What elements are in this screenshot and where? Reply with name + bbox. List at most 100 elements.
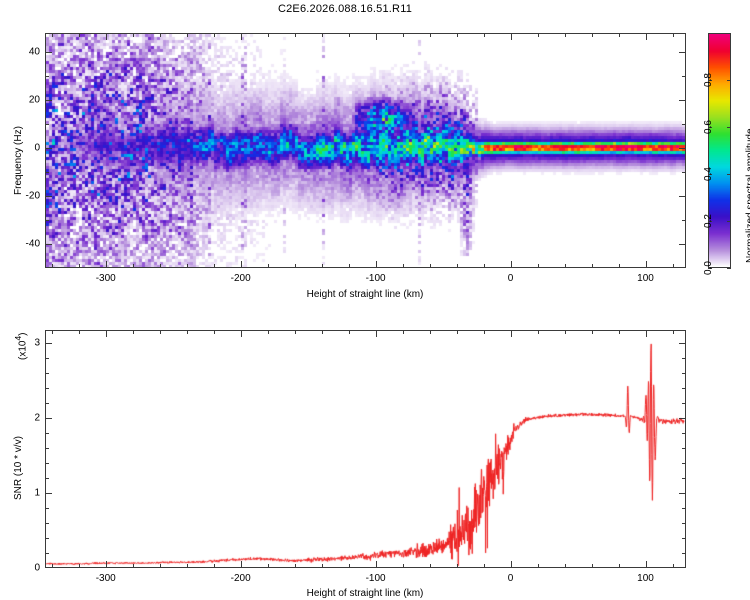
axis-tick — [511, 33, 512, 40]
axis-tick — [349, 264, 350, 268]
axis-tick — [133, 33, 134, 37]
spectrogram-panel — [45, 33, 686, 268]
axis-tick — [349, 564, 350, 568]
axis-tick — [457, 33, 458, 37]
axis-tick — [679, 52, 686, 53]
axis-tick — [403, 264, 404, 268]
colorbar-tick — [708, 221, 712, 222]
axis-tick — [682, 358, 686, 359]
axis-tick — [322, 330, 323, 334]
x-tick-label: -300 — [95, 573, 116, 584]
axis-tick — [214, 264, 215, 268]
axis-tick — [160, 330, 161, 334]
x-tick-label: 100 — [637, 273, 654, 284]
axis-tick — [106, 330, 107, 337]
axis-tick — [484, 564, 485, 568]
axis-tick — [682, 373, 686, 374]
axis-tick — [45, 244, 52, 245]
axis-tick — [682, 523, 686, 524]
axis-tick — [52, 264, 53, 268]
axis-tick — [679, 100, 686, 101]
axis-tick — [592, 564, 593, 568]
axis-tick — [682, 478, 686, 479]
axis-tick — [45, 433, 49, 434]
spectrogram-image — [46, 34, 685, 267]
axis-tick — [619, 33, 620, 37]
axis-tick — [45, 508, 49, 509]
snr-x-axis-title: Height of straight line (km) — [306, 588, 424, 599]
axis-tick — [214, 330, 215, 334]
axis-tick — [295, 33, 296, 37]
axis-tick — [673, 33, 674, 37]
axis-tick — [45, 388, 49, 389]
axis-tick — [187, 33, 188, 37]
axis-tick — [45, 373, 49, 374]
colorbar-title: Normalized spectral amplitude — [745, 128, 750, 263]
axis-tick — [52, 330, 53, 334]
axis-tick — [682, 553, 686, 554]
axis-tick — [79, 330, 80, 334]
axis-tick — [106, 33, 107, 40]
colorbar-tick — [727, 80, 731, 81]
axis-tick — [295, 330, 296, 334]
axis-tick — [646, 561, 647, 568]
axis-tick — [457, 564, 458, 568]
y-tick-label: -20 — [25, 190, 40, 202]
axis-tick — [376, 261, 377, 268]
x-tick-label: -100 — [365, 573, 386, 584]
axis-tick — [45, 403, 49, 404]
axis-tick — [187, 264, 188, 268]
axis-tick — [682, 463, 686, 464]
colorbar-tick — [708, 268, 712, 269]
axis-tick — [45, 358, 49, 359]
axis-tick — [45, 220, 49, 221]
axis-tick — [45, 148, 52, 149]
x-tick-label: -200 — [230, 573, 251, 584]
axis-tick — [538, 330, 539, 334]
x-tick-label: 100 — [637, 573, 654, 584]
axis-tick — [679, 244, 686, 245]
y-tick-label: 3 — [34, 337, 40, 349]
spectrogram-y-axis-title: Frequency (Hz) — [13, 126, 24, 195]
axis-tick — [430, 33, 431, 37]
axis-tick — [682, 508, 686, 509]
y-tick-label: 20 — [28, 94, 40, 106]
colorbar-tick — [708, 127, 712, 128]
axis-tick — [45, 52, 52, 53]
y-tick-label: 2 — [34, 412, 40, 424]
axis-tick — [682, 448, 686, 449]
snr-exponent-suffix: ) — [17, 332, 29, 336]
axis-tick — [484, 264, 485, 268]
axis-tick — [592, 264, 593, 268]
axis-tick — [646, 261, 647, 268]
axis-tick — [133, 564, 134, 568]
axis-tick — [484, 33, 485, 37]
axis-tick — [646, 33, 647, 40]
axis-tick — [45, 553, 49, 554]
colorbar-tick-label: 0.8 — [703, 73, 714, 87]
axis-tick — [511, 330, 512, 337]
axis-tick — [619, 330, 620, 334]
axis-tick — [322, 264, 323, 268]
axis-tick — [241, 261, 242, 268]
axis-tick — [565, 33, 566, 37]
axis-tick — [646, 330, 647, 337]
axis-tick — [268, 330, 269, 334]
axis-tick — [682, 76, 686, 77]
axis-tick — [430, 564, 431, 568]
axis-tick — [241, 561, 242, 568]
axis-tick — [682, 172, 686, 173]
axis-tick — [619, 264, 620, 268]
x-tick-label: -200 — [230, 273, 251, 284]
axis-tick — [187, 564, 188, 568]
axis-tick — [430, 264, 431, 268]
axis-tick — [268, 33, 269, 37]
axis-tick — [592, 330, 593, 334]
axis-tick — [679, 418, 686, 419]
axis-tick — [52, 33, 53, 37]
colorbar-tick — [727, 221, 731, 222]
axis-tick — [682, 538, 686, 539]
colorbar-tick — [727, 174, 731, 175]
axis-tick — [592, 33, 593, 37]
axis-tick — [457, 264, 458, 268]
